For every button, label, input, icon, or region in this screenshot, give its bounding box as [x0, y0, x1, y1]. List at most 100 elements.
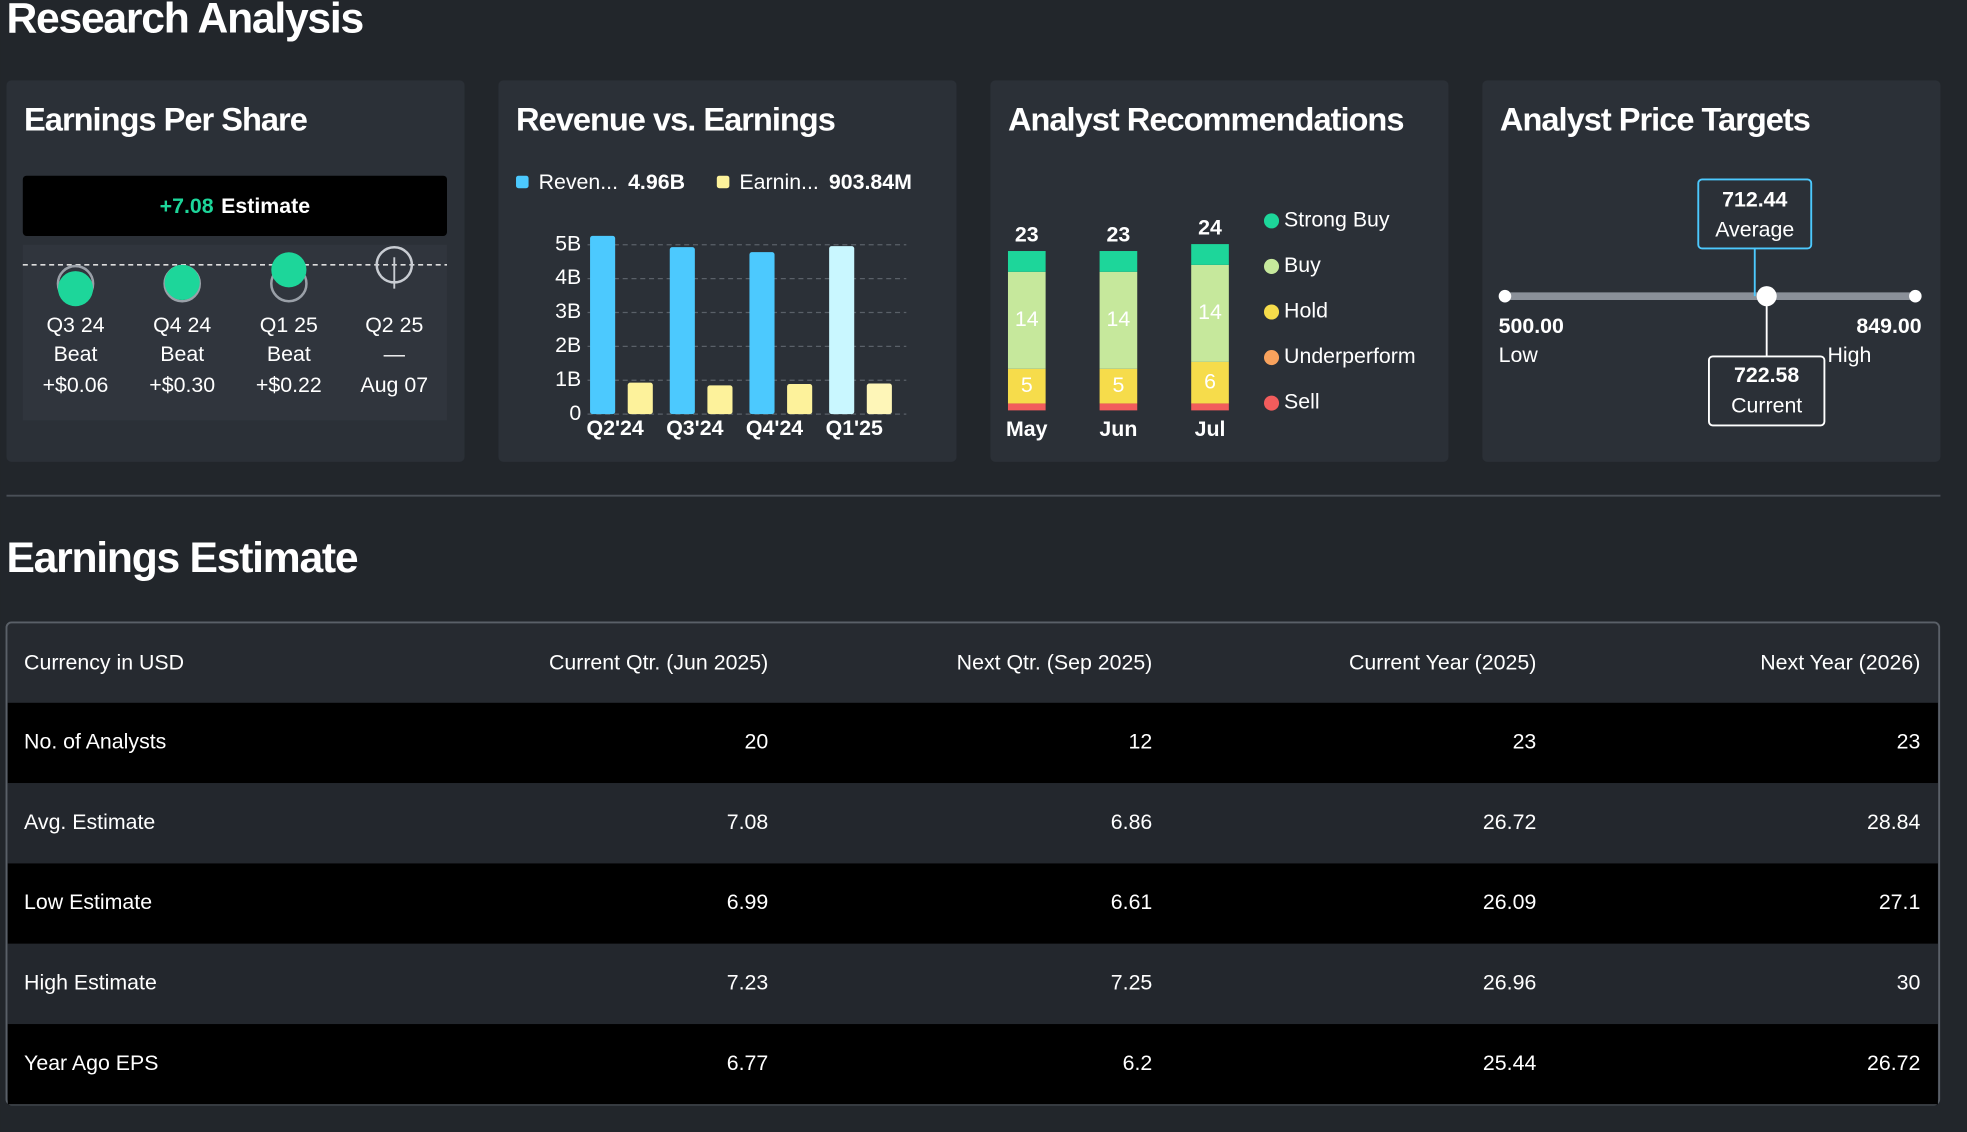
eps-detail: +$0.22: [256, 373, 322, 397]
table-cell: 7.23: [727, 971, 769, 995]
average-box: [1697, 178, 1813, 250]
eps-quarter: Q4 24: [153, 313, 211, 337]
bar: [669, 247, 695, 415]
card-title: Revenue vs. Earnings: [516, 100, 835, 137]
legend-value: 903.84M: [829, 170, 912, 194]
table-cell: 7.08: [727, 810, 769, 834]
stacked-segment: [1099, 403, 1138, 411]
legend-name: Earnin...: [739, 170, 818, 194]
table-row: [7, 863, 1938, 944]
table-header: Current Qtr. (Jun 2025): [549, 651, 768, 675]
eps-panel: [22, 244, 447, 421]
section-title: Earnings Estimate: [6, 534, 357, 582]
legend-label: Sell: [1284, 390, 1320, 414]
card: [1482, 80, 1941, 462]
x-tick-label: Jul: [1195, 417, 1226, 441]
estimate-box: [22, 175, 447, 236]
x-tick-label: Jun: [1099, 417, 1137, 441]
legend-swatch: [716, 175, 730, 189]
bar: [590, 235, 616, 415]
table-cell: 6.86: [1111, 810, 1153, 834]
table-cell: 12: [1129, 730, 1153, 754]
table-cell: 26.72: [1867, 1051, 1920, 1075]
bar: [749, 252, 775, 415]
segment-label: 14: [1107, 307, 1131, 331]
legend-label: Earnin... 903.84M: [739, 170, 911, 194]
stacked-segment: [1007, 271, 1046, 369]
y-tick-label: 1B: [555, 367, 581, 391]
current-marker: [1756, 286, 1777, 307]
legend-label: Underperform: [1284, 344, 1416, 368]
segment-label: 6: [1204, 369, 1216, 393]
bar: [627, 382, 653, 415]
card-title: Earnings Per Share: [24, 100, 308, 137]
table-cell: 26.72: [1483, 810, 1536, 834]
card-title: Analyst Price Targets: [1500, 100, 1810, 137]
legend-swatch: [516, 175, 529, 189]
low-value: 500.00: [1499, 314, 1564, 338]
eps-detail: Aug 07: [360, 373, 428, 397]
table-header: Current Year (2025): [1349, 651, 1536, 675]
eps-detail: +$0.06: [43, 373, 109, 397]
table-cell: 20: [745, 730, 769, 754]
segment-label: 14: [1015, 307, 1039, 331]
bar: [707, 385, 733, 415]
legend-value: 4.96B: [628, 170, 685, 194]
stacked-segment: [1007, 251, 1046, 272]
page-title: Research Analysis: [6, 0, 362, 43]
stacked-segment: [1191, 264, 1229, 362]
table-cell: 28.84: [1867, 810, 1921, 834]
average-value: 712.44: [1722, 187, 1787, 211]
bar: [866, 383, 892, 415]
table-row: [7, 702, 1938, 784]
total-label: 23: [1107, 223, 1131, 247]
table-cell: 27.1: [1879, 890, 1921, 914]
legend-dot: [1263, 304, 1280, 320]
stacked-segment: [1191, 244, 1229, 265]
table-cell: 6.61: [1111, 890, 1153, 914]
legend-dot: [1263, 258, 1280, 274]
table-cell: Year Ago EPS: [24, 1051, 158, 1075]
y-tick-label: 0: [569, 401, 581, 425]
current-value: 722.58: [1734, 363, 1799, 387]
stacked-segment: [1007, 368, 1046, 404]
table-header: Next Year (2026): [1760, 651, 1920, 675]
stacked-segment: [1191, 403, 1229, 411]
high-label: High: [1827, 343, 1871, 367]
current-label: Current: [1731, 393, 1802, 417]
segment-label: 5: [1021, 373, 1033, 397]
x-tick-label: Q2'24: [587, 416, 644, 440]
table-cell: 26.09: [1483, 890, 1536, 914]
table-cell: 6.77: [727, 1051, 769, 1075]
average-label: Average: [1715, 218, 1794, 242]
low-marker: [1498, 289, 1512, 303]
stacked-segment: [1099, 251, 1138, 272]
stacked-segment: [1007, 403, 1046, 411]
estimate: +7.08 Estimate: [160, 194, 311, 218]
segment-label: 14: [1198, 300, 1222, 324]
legend-dot: [1263, 350, 1280, 366]
legend-label: Strong Buy: [1284, 208, 1390, 232]
y-tick-label: 2B: [555, 333, 581, 357]
eps-quarter: Q3 24: [46, 313, 104, 337]
table-cell: No. of Analysts: [24, 730, 166, 754]
high-marker: [1909, 289, 1922, 303]
table-cell: 23: [1897, 730, 1921, 754]
legend-label: Hold: [1284, 299, 1328, 323]
stacked-segment: [1191, 361, 1229, 404]
table-cell: Avg. Estimate: [24, 810, 155, 834]
eps-actual-dot: [57, 271, 94, 307]
high-value: 849.00: [1856, 314, 1921, 338]
legend-name: Reven...: [539, 170, 618, 194]
card-title: Analyst Recommendations: [1008, 100, 1404, 137]
eps-quarter: Q2 25: [365, 313, 423, 337]
table-cell: 30: [1897, 971, 1921, 995]
bar: [829, 246, 855, 415]
table-cell: High Estimate: [24, 971, 157, 995]
x-tick-label: Q1'25: [826, 416, 883, 440]
estimate-value: +7.08: [160, 194, 214, 218]
eps-actual-dot: [271, 252, 307, 288]
eps-status: Beat: [54, 342, 98, 366]
